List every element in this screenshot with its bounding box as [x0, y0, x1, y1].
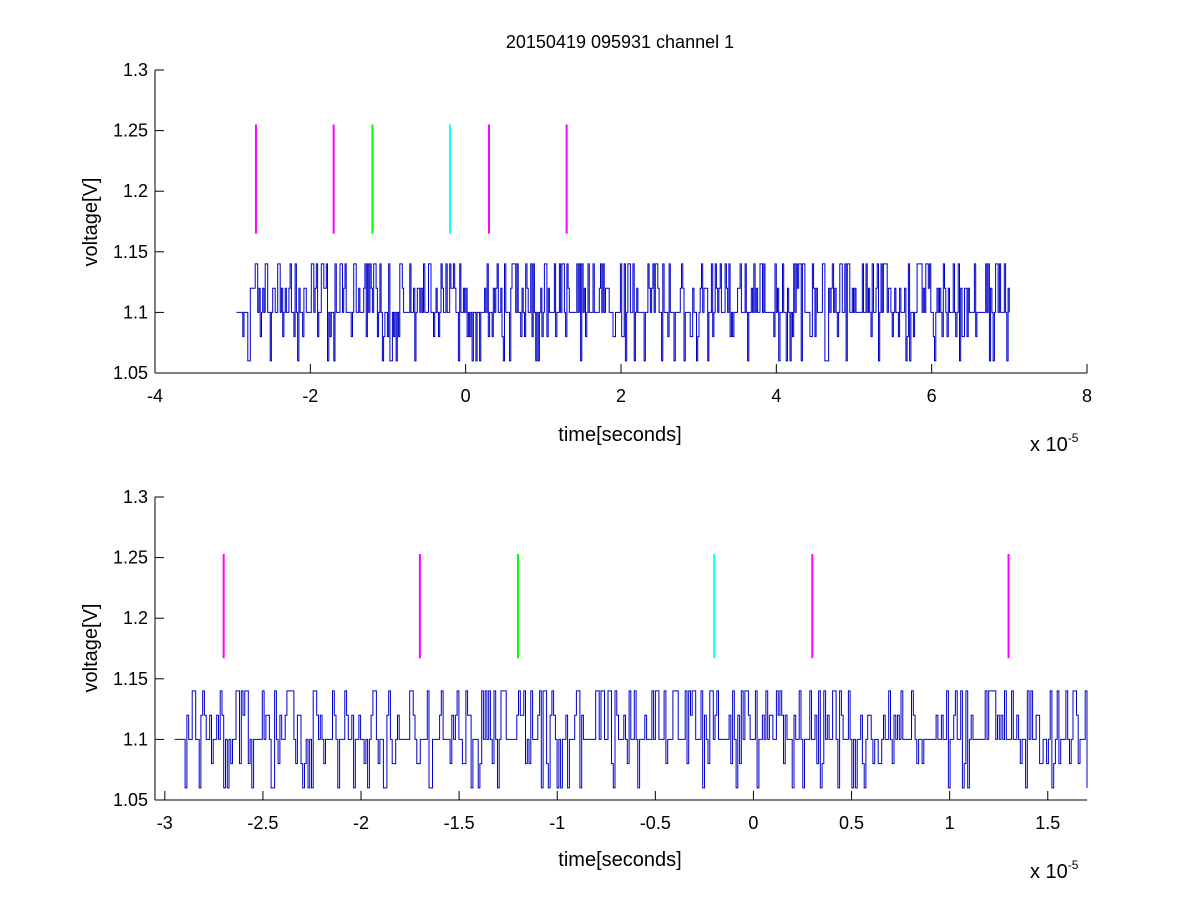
top-x-tick-label: -2 — [302, 386, 318, 406]
bottom-x-tick-label: -1.5 — [444, 813, 475, 833]
bottom-x-multiplier-exponent: -5 — [1068, 858, 1079, 872]
top-x-tick-label: 6 — [927, 386, 937, 406]
top-y-tick-label: 1.3 — [123, 60, 148, 80]
bottom-x-tick-label: 0 — [748, 813, 758, 833]
bottom-x-tick-label: -2 — [353, 813, 369, 833]
bottom-plot: time[seconds] voltage[V] x 10-5 -3 -2.5 -2… — [80, 487, 1088, 883]
top-y-tick-label: 1.1 — [123, 302, 148, 322]
top-x-tick-label: 0 — [461, 386, 471, 406]
bottom-x-axis-label: time[seconds] — [558, 849, 681, 871]
top-x-multiplier: x 10-5 — [1030, 431, 1079, 456]
bottom-y-tick-label: 1.3 — [123, 487, 148, 507]
bottom-x-tick-label: 1 — [945, 813, 955, 833]
bottom-y-axis-label: voltage[V] — [80, 604, 102, 693]
bottom-y-tick-label: 1.1 — [123, 729, 148, 749]
top-x-tick-label: 8 — [1082, 386, 1092, 406]
top-x-multiplier-exponent: -5 — [1068, 431, 1079, 445]
figure-title: 20150419 095931 channel 1 — [506, 32, 734, 52]
bottom-x-tick-label: 0.5 — [839, 813, 864, 833]
bottom-signal-line — [174, 690, 1088, 789]
top-y-axis-label: voltage[V] — [80, 178, 102, 267]
top-signal-line — [236, 263, 1010, 362]
top-x-tick-label: 2 — [616, 386, 626, 406]
bottom-x-tick-label: -3 — [157, 813, 173, 833]
bottom-y-tick-label: 1.25 — [113, 548, 148, 568]
bottom-y-tick-label: 1.15 — [113, 669, 148, 689]
top-x-axis-label: time[seconds] — [558, 424, 681, 446]
bottom-y-tick-label: 1.05 — [113, 790, 148, 810]
bottom-x-tick-label: -2.5 — [247, 813, 278, 833]
top-y-tick-label: 1.25 — [113, 121, 148, 141]
bottom-x-tick-label: -1 — [549, 813, 565, 833]
bottom-x-tick-label: -0.5 — [640, 813, 671, 833]
top-y-tick-label: 1.05 — [113, 363, 148, 383]
top-x-multiplier-base: x 10 — [1030, 434, 1068, 456]
top-y-tick-label: 1.15 — [113, 242, 148, 262]
top-y-tick-label: 1.2 — [123, 181, 148, 201]
bottom-x-multiplier-base: x 10 — [1030, 861, 1068, 883]
bottom-x-multiplier: x 10-5 — [1030, 858, 1079, 883]
bottom-x-tick-label: 1.5 — [1035, 813, 1060, 833]
top-x-tick-label: -4 — [147, 386, 163, 406]
bottom-y-tick-label: 1.2 — [123, 608, 148, 628]
top-plot: time[seconds] voltage[V] x 10-5 -4 -2 0 2 4 6… — [80, 60, 1092, 456]
top-x-tick-label: 4 — [771, 386, 781, 406]
